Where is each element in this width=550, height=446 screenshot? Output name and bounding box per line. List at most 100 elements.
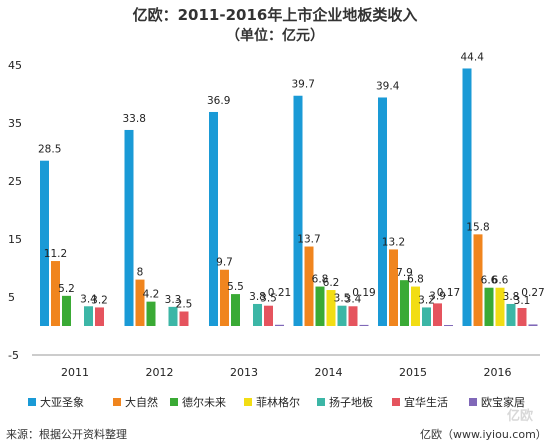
data-label: 13.7 — [297, 234, 320, 246]
legend-label: 欧宝家居 — [481, 395, 525, 409]
bar-2013-6 — [275, 324, 284, 326]
data-label: 8 — [137, 267, 144, 279]
data-label: 0.17 — [437, 287, 460, 299]
legend: 大亚圣象 大自然 德尔未来 菲林格尔 扬子地板 宜华生活 欧宝家居 — [28, 395, 525, 409]
bar-2015-2 — [400, 280, 409, 326]
legend-swatch — [170, 398, 178, 406]
credit-note: 亿欧（www.iyiou.com） — [420, 428, 547, 441]
bar-2015-1 — [389, 249, 398, 326]
bar-2015-4 — [422, 307, 431, 326]
data-label: 0.27 — [521, 287, 544, 299]
data-label: 6.2 — [323, 277, 340, 289]
x-tick-label: 2012 — [146, 366, 174, 379]
data-label: 0.21 — [268, 287, 291, 299]
bar-2014-5 — [348, 306, 358, 326]
bar-2016-3 — [495, 287, 505, 326]
bar-2011-1 — [51, 261, 60, 326]
data-label: 6.6 — [481, 275, 498, 287]
y-tick-label: -5 — [8, 349, 19, 362]
chart-subtitle: （单位：亿元） — [226, 27, 324, 44]
data-label: 5.2 — [58, 283, 75, 295]
data-label: 39.4 — [376, 80, 400, 92]
y-tick-label: 35 — [8, 117, 22, 130]
data-label: 5.5 — [227, 281, 244, 293]
data-label: 44.4 — [461, 51, 485, 63]
data-label: 36.9 — [207, 95, 230, 107]
bar-2014-0 — [293, 95, 303, 327]
legend-label: 大自然 — [125, 395, 158, 409]
source-note: 来源：根据公开资料整理 — [6, 427, 127, 441]
bar-2014-2 — [315, 286, 325, 326]
data-label: 3.4 — [80, 293, 97, 305]
watermark-logo: 亿欧 — [507, 408, 533, 424]
data-label: 3.9 — [429, 290, 446, 302]
y-axis-ticks: -5 5 15 25 35 45 — [8, 59, 22, 362]
bar-2016-5 — [517, 308, 527, 326]
legend-swatch — [469, 398, 477, 406]
bar-2011-5 — [95, 307, 104, 326]
data-label: 4.2 — [143, 289, 160, 301]
data-label: 3.8 — [503, 291, 520, 303]
bar-2016-2 — [484, 287, 494, 326]
bar-2016-6 — [528, 324, 538, 326]
data-label: 3.1 — [514, 295, 531, 307]
legend-label: 德尔未来 — [182, 395, 226, 409]
x-tick-label: 2011 — [61, 366, 89, 379]
bar-2016-0 — [462, 68, 472, 326]
data-label: 28.5 — [38, 144, 61, 156]
y-tick-label: 15 — [8, 233, 22, 246]
legend-swatch — [317, 398, 325, 406]
x-tick-label: 2015 — [399, 366, 427, 379]
x-axis-ticks: 2011 2012 2013 2014 2015 2016 — [61, 366, 512, 379]
data-label: 3.5 — [334, 293, 351, 305]
data-label: 9.7 — [216, 257, 233, 269]
data-label: 6.8 — [312, 274, 329, 286]
data-label: 3.3 — [165, 294, 182, 306]
bar-2014-3 — [326, 290, 336, 326]
y-tick-label: 25 — [8, 175, 22, 188]
bar-2012-5 — [179, 311, 189, 326]
bars-group: 28.511.25.23.43.233.884.2 3.32.536.99.75.… — [38, 51, 545, 327]
data-label: 39.7 — [292, 79, 315, 91]
bar-2015-0 — [378, 97, 387, 326]
data-label: 15.8 — [466, 221, 489, 233]
legend-swatch — [392, 398, 400, 406]
data-label: 6.6 — [492, 275, 509, 287]
bar-2011-2 — [62, 295, 71, 326]
bar-2016-4 — [506, 303, 516, 326]
bar-2012-1 — [135, 279, 145, 326]
data-label: 3.2 — [418, 294, 435, 306]
data-label: 2.5 — [176, 299, 193, 311]
data-label: 13.2 — [382, 236, 405, 248]
data-label: 3.5 — [260, 293, 277, 305]
bar-2014-4 — [337, 305, 347, 326]
data-label: 3.8 — [249, 291, 266, 303]
bar-2014-1 — [304, 246, 314, 326]
legend-swatch — [244, 398, 252, 406]
bar-2015-3 — [411, 286, 420, 326]
bar-2011-4 — [84, 306, 93, 326]
bar-2013-5 — [264, 305, 273, 326]
x-tick-label: 2014 — [315, 366, 343, 379]
bar-2012-4 — [168, 306, 178, 326]
bar-2013-0 — [209, 111, 218, 326]
legend-swatch — [28, 398, 36, 406]
bar-2012-2 — [146, 301, 156, 326]
x-tick-label: 2013 — [230, 366, 258, 379]
y-tick-label: 5 — [8, 291, 15, 304]
data-label: 33.8 — [123, 113, 146, 125]
bar-2013-1 — [220, 269, 229, 326]
bar-2012-0 — [124, 129, 134, 326]
data-label: 7.9 — [396, 267, 413, 279]
legend-label: 大亚圣象 — [40, 395, 84, 409]
legend-label: 扬子地板 — [329, 395, 373, 409]
legend-swatch — [113, 398, 121, 406]
legend-label: 菲林格尔 — [256, 395, 300, 409]
bar-2013-2 — [231, 294, 240, 326]
bar-2015-6 — [444, 325, 453, 327]
chart-title: 亿欧：2011-2016年上市企业地板类收入 — [133, 6, 418, 24]
data-label: 0.19 — [352, 287, 375, 299]
data-label: 6.8 — [407, 274, 424, 286]
data-label: 3.2 — [91, 294, 108, 306]
